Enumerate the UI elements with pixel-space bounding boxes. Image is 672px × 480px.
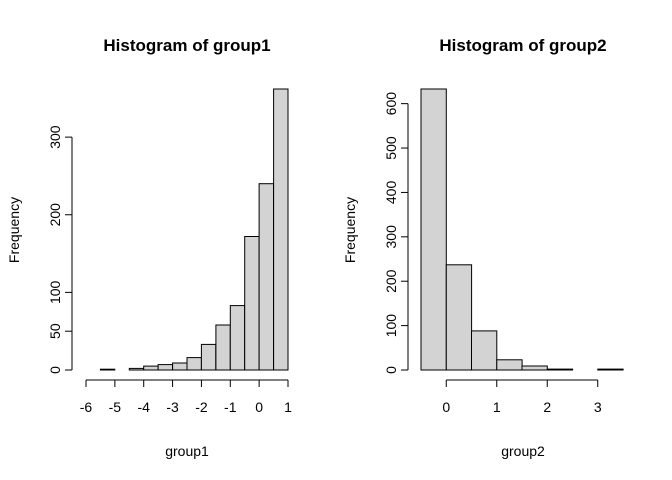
y-tick-label: 400 <box>383 181 399 205</box>
x-tick-label: -6 <box>80 399 93 415</box>
x-axis-group1: -6 -5 -4 -3 -2 -1 0 1 <box>80 379 292 415</box>
x-tick-label: -4 <box>137 399 150 415</box>
histogram-bar <box>273 88 289 371</box>
histogram-bar <box>99 368 116 371</box>
x-axis-label-group1: group1 <box>165 443 209 459</box>
histogram-bar <box>244 236 260 371</box>
histogram-bar <box>186 357 202 371</box>
y-tick-label: 500 <box>383 136 399 160</box>
x-tick-label: -3 <box>166 399 179 415</box>
bars-group1 <box>99 88 289 371</box>
histogram-bar <box>546 368 574 371</box>
y-axis-label-group2: Frequency <box>342 197 358 263</box>
histogram-bar <box>143 365 159 371</box>
x-tick-label: 0 <box>442 399 450 415</box>
histogram-bar <box>471 330 498 371</box>
x-tick-label: -1 <box>224 399 237 415</box>
bars-group2 <box>420 88 624 371</box>
histogram-bar <box>420 88 447 371</box>
y-tick-label: 100 <box>383 314 399 338</box>
x-tick-label: -2 <box>195 399 208 415</box>
histogram-bar <box>521 365 548 371</box>
chart-title-group1: Histogram of group1 <box>103 36 270 55</box>
y-tick-label: 0 <box>47 366 63 374</box>
histogram-bar <box>496 359 523 371</box>
x-axis-label-group2: group2 <box>501 443 545 459</box>
y-tick-label: 200 <box>47 203 63 227</box>
y-tick-label: 0 <box>383 366 399 374</box>
y-tick-label: 50 <box>47 323 63 339</box>
x-tick-label: 2 <box>543 399 551 415</box>
x-tick-label: 1 <box>284 399 292 415</box>
histogram-bar <box>157 364 174 371</box>
histogram-bar <box>215 324 231 371</box>
y-axis-group1: 0 50 100 200 300 <box>47 125 73 374</box>
y-axis-label-group1: Frequency <box>6 197 22 263</box>
y-tick-label: 100 <box>47 280 63 304</box>
histogram-bar <box>258 183 275 371</box>
histogram-bar <box>597 368 624 371</box>
panel-group2: Histogram of group2 group2 Frequency 0 1 2… <box>342 36 624 459</box>
x-tick-label: 1 <box>493 399 501 415</box>
histogram-bar <box>172 362 188 371</box>
x-axis-group2: 0 1 2 3 <box>442 379 602 415</box>
histogram-bar <box>200 343 217 371</box>
histogram-bar <box>445 264 473 371</box>
y-axis-group2: 0 100 200 300 400 500 600 <box>383 92 409 374</box>
y-tick-label: 200 <box>383 269 399 293</box>
x-tick-label: -5 <box>109 399 122 415</box>
y-tick-label: 600 <box>383 92 399 116</box>
chart-title-group2: Histogram of group2 <box>439 36 606 55</box>
y-tick-label: 300 <box>383 225 399 249</box>
x-tick-label: 0 <box>255 399 263 415</box>
histogram-bar <box>128 367 145 371</box>
y-tick-label: 300 <box>47 125 63 149</box>
x-tick-label: 3 <box>594 399 602 415</box>
histogram-bar <box>229 305 246 371</box>
panel-group1: Histogram of group1 group1 Frequency -6-… <box>6 36 292 459</box>
